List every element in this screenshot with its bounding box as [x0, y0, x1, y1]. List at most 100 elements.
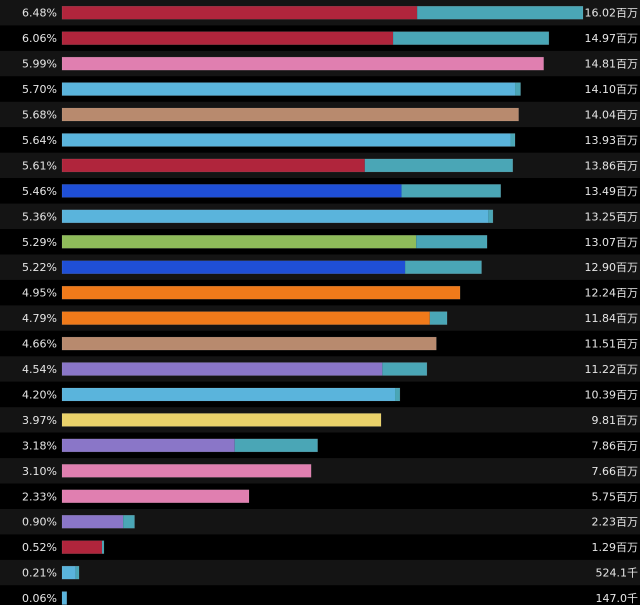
bar-outline: [61, 336, 437, 351]
bar-primary-segment: [62, 591, 67, 605]
bar-primary-segment: [62, 209, 489, 223]
percent-label: 0.21%: [22, 567, 57, 580]
value-label: 147.0千: [596, 592, 639, 605]
bar-outline: [61, 235, 488, 249]
bar-primary-segment: [62, 362, 383, 376]
bar-secondary-segment: [382, 362, 427, 376]
bar-outline: [61, 184, 501, 198]
bar-secondary-segment: [401, 184, 501, 198]
value-label: 7.86百万: [592, 439, 639, 452]
value-label: 5.75百万: [592, 490, 639, 503]
bar-outline: [61, 311, 448, 325]
percent-label: 5.99%: [22, 58, 57, 71]
value-label: 10.39百万: [585, 388, 639, 401]
bar-secondary-segment: [102, 540, 104, 554]
bar-outline: [61, 5, 584, 20]
value-label: 11.22百万: [585, 363, 639, 376]
bar-primary-segment: [62, 438, 235, 452]
row-background: [0, 534, 640, 560]
bar-primary-segment: [62, 133, 511, 147]
bar-primary-segment: [62, 540, 103, 554]
bar-primary-segment: [62, 311, 430, 325]
value-label: 14.97百万: [585, 32, 639, 45]
bar-secondary-segment: [364, 158, 513, 172]
bar-secondary-segment: [515, 82, 521, 96]
bar-secondary-segment: [123, 515, 135, 529]
bar-primary-segment: [62, 337, 437, 351]
value-label: 11.51百万: [585, 338, 639, 351]
bar-outline: [61, 489, 250, 504]
value-label: 14.04百万: [585, 109, 639, 122]
percent-label: 6.06%: [22, 32, 57, 45]
bar-primary-segment: [62, 158, 365, 172]
value-label: 9.81百万: [592, 414, 639, 427]
percent-label: 5.46%: [22, 185, 57, 198]
bar-primary-segment: [62, 184, 402, 198]
bar-secondary-segment: [234, 438, 318, 452]
bar-outline: [61, 107, 519, 122]
bar-outline: [61, 413, 382, 427]
bar-outline: [61, 387, 401, 402]
value-label: 14.81百万: [585, 58, 639, 71]
bar-outline: [61, 362, 428, 376]
bar-outline: [61, 565, 80, 580]
bar-outline: [61, 464, 312, 478]
bar-outline: [61, 82, 521, 96]
bar-primary-segment: [62, 82, 516, 96]
bar-secondary-segment: [510, 133, 516, 147]
percent-label: 6.48%: [22, 7, 57, 20]
percent-label: 3.10%: [22, 465, 57, 478]
value-label: 12.90百万: [585, 261, 639, 274]
bar-secondary-segment: [393, 31, 549, 45]
bar-secondary-segment: [75, 566, 80, 580]
value-label: 13.86百万: [585, 159, 639, 172]
bar-primary-segment: [62, 489, 250, 503]
value-label: 13.07百万: [585, 236, 639, 249]
bar-outline: [61, 158, 514, 173]
percent-label: 5.61%: [22, 159, 57, 172]
bar-primary-segment: [62, 566, 76, 580]
bar-primary-segment: [62, 235, 417, 249]
percent-label: 5.68%: [22, 109, 57, 122]
percent-label: 5.36%: [22, 210, 57, 223]
bar-primary-segment: [62, 31, 394, 45]
bar-primary-segment: [62, 260, 406, 274]
percent-label: 4.66%: [22, 338, 57, 351]
percent-label: 4.95%: [22, 287, 57, 300]
percent-label: 4.54%: [22, 363, 57, 376]
bar-primary-segment: [62, 6, 418, 20]
percent-label: 0.06%: [22, 592, 57, 605]
value-label: 7.66百万: [592, 465, 639, 478]
percent-label: 5.64%: [22, 134, 57, 147]
bar-primary-segment: [62, 515, 124, 529]
bar-secondary-segment: [417, 6, 583, 20]
percent-label: 0.90%: [22, 516, 57, 529]
bar-outline: [61, 31, 550, 45]
value-label: 13.93百万: [585, 134, 639, 147]
value-label: 12.24百万: [585, 287, 639, 300]
percent-label: 5.70%: [22, 83, 57, 96]
value-label: 1.29百万: [592, 541, 639, 554]
percent-label: 5.29%: [22, 236, 57, 249]
bar-outline: [61, 56, 544, 71]
percent-label: 5.22%: [22, 261, 57, 274]
row-background: [0, 559, 640, 586]
value-label: 524.1千: [596, 567, 639, 580]
value-label: 14.10百万: [585, 83, 639, 96]
bar-outline: [61, 285, 461, 300]
bar-outline: [61, 540, 105, 554]
bar-secondary-segment: [395, 387, 400, 401]
bar-secondary-segment: [488, 209, 493, 223]
percent-label: 0.52%: [22, 541, 57, 554]
bar-primary-segment: [62, 387, 396, 401]
percent-label: 4.79%: [22, 312, 57, 325]
value-label: 2.23百万: [592, 516, 639, 529]
bar-secondary-segment: [429, 311, 448, 325]
percent-label: 3.18%: [22, 439, 57, 452]
bar-primary-segment: [62, 108, 519, 122]
percent-label: 4.20%: [22, 388, 57, 401]
row-background: [0, 585, 640, 605]
bar-secondary-segment: [405, 260, 482, 274]
bar-outline: [61, 438, 318, 453]
